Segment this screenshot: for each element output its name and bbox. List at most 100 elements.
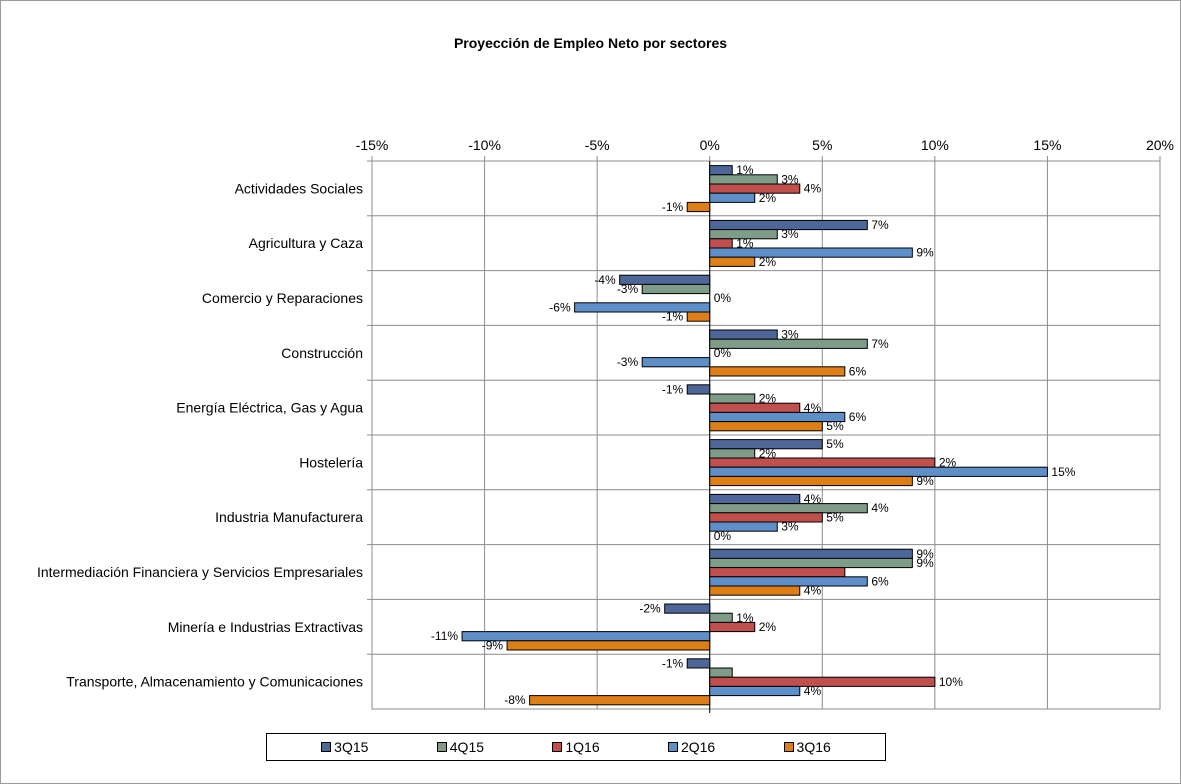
chart-legend: 3Q15 4Q15 1Q16 2Q16 3Q16 — [266, 733, 886, 761]
legend-swatch — [667, 742, 678, 752]
legend-item: 3Q15 — [321, 739, 368, 755]
data-label: 6% — [849, 410, 867, 424]
data-label: 4% — [871, 501, 889, 515]
data-label: 0% — [714, 346, 732, 360]
legend-item: 4Q15 — [436, 739, 485, 755]
bar-1Q16 — [709, 457, 936, 468]
data-label: 1% — [736, 163, 754, 177]
category-label: Comercio y Reparaciones — [202, 290, 363, 306]
data-label: 7% — [871, 218, 889, 232]
data-label: 15% — [1051, 465, 1075, 479]
bar-4Q15 — [641, 283, 711, 295]
category-label: Industria Manufacturera — [215, 509, 363, 525]
bar-3Q15 — [709, 548, 913, 559]
bar-3Q16 — [709, 421, 823, 432]
bar-3Q15 — [709, 329, 778, 340]
data-label: 2% — [759, 446, 777, 460]
legend-swatch — [552, 742, 563, 752]
data-label: -4% — [594, 273, 616, 287]
legend-item: 1Q16 — [552, 739, 600, 755]
data-label: 9% — [916, 246, 934, 260]
bar-2Q16 — [709, 247, 913, 258]
data-label: -1% — [662, 656, 684, 670]
bar-2Q16 — [709, 685, 801, 697]
x-tick-label: 10% — [921, 137, 949, 153]
chart-title: Proyección de Empleo Neto por sectores — [453, 35, 728, 51]
bar-3Q16 — [506, 640, 711, 651]
legend-label: 2Q16 — [680, 739, 716, 755]
category-label: Construcción — [281, 345, 363, 361]
data-label: -1% — [662, 200, 684, 214]
data-label: 2% — [759, 620, 777, 634]
x-tick-label: 15% — [1033, 137, 1061, 153]
category-label: Intermediación Financiera y Servicios Em… — [37, 564, 363, 580]
data-label: 9% — [916, 474, 934, 488]
legend-item: 2Q16 — [667, 739, 716, 755]
data-label: 10% — [939, 675, 963, 689]
bar-3Q16 — [709, 475, 913, 487]
legend-label: 3Q15 — [334, 739, 369, 755]
data-label: 2% — [759, 392, 777, 406]
data-label: 7% — [871, 337, 889, 351]
bar-4Q15 — [709, 612, 733, 623]
data-label: 3% — [781, 520, 799, 534]
x-tick-label: 0% — [700, 137, 720, 153]
x-tick-label: 5% — [812, 137, 832, 153]
bar-3Q16 — [709, 585, 801, 596]
bar-3Q15 — [709, 493, 801, 505]
legend-swatch — [321, 742, 332, 752]
data-label: 2% — [759, 191, 777, 205]
data-label: -2% — [639, 602, 661, 616]
data-label: -1% — [662, 382, 684, 396]
data-label: 9% — [916, 547, 934, 561]
bar-3Q16 — [529, 695, 711, 706]
bar-3Q16 — [686, 201, 711, 213]
data-label: 2% — [939, 456, 957, 470]
bar-1Q16 — [709, 183, 801, 194]
bar-1Q16 — [709, 621, 756, 633]
data-label: 5% — [826, 437, 844, 451]
bar-3Q16 — [709, 256, 756, 267]
bar-3Q15 — [709, 439, 823, 450]
data-label: 3% — [781, 227, 799, 241]
data-label: 6% — [849, 364, 867, 378]
data-label: 9% — [916, 556, 934, 570]
bar-4Q15 — [709, 667, 733, 678]
bar-1Q16 — [709, 676, 936, 687]
category-label: Transporte, Almacenamiento y Comunicacio… — [66, 674, 363, 690]
data-label: 4% — [804, 584, 822, 598]
data-label: 1% — [736, 611, 754, 625]
bar-2Q16 — [709, 192, 756, 203]
x-tick-label: -15% — [356, 137, 389, 153]
legend-swatch — [436, 742, 447, 752]
bar-4Q15 — [709, 503, 868, 514]
category-label: Minería e Industrias Extractivas — [168, 619, 363, 635]
bar-4Q15 — [709, 557, 913, 569]
bar-3Q15 — [686, 384, 711, 395]
bar-4Q15 — [709, 448, 756, 459]
data-label: 0% — [714, 291, 732, 305]
data-label: 6% — [871, 574, 889, 588]
data-label: -8% — [504, 693, 526, 707]
bar-3Q15 — [709, 165, 733, 176]
data-label: 2% — [759, 255, 777, 269]
bar-3Q16 — [709, 366, 846, 377]
x-tick-label: -10% — [468, 137, 501, 153]
category-label: Agricultura y Caza — [249, 235, 364, 251]
data-label: -9% — [482, 638, 504, 652]
legend-label: 1Q16 — [565, 739, 600, 755]
legend-label: 3Q16 — [796, 739, 831, 755]
bar-2Q16 — [709, 411, 846, 423]
data-label: 3% — [781, 328, 799, 342]
bar-2Q16 — [709, 576, 868, 587]
data-label: -3% — [617, 282, 639, 296]
bar-4Q15 — [709, 229, 778, 240]
bar-2Q16 — [709, 466, 1048, 477]
bar-4Q15 — [709, 393, 756, 404]
bar-3Q15 — [709, 219, 868, 231]
legend-label: 4Q15 — [449, 739, 485, 755]
bar-1Q16 — [709, 512, 823, 523]
bar-2Q16 — [709, 521, 778, 532]
bar-3Q15 — [664, 603, 711, 614]
